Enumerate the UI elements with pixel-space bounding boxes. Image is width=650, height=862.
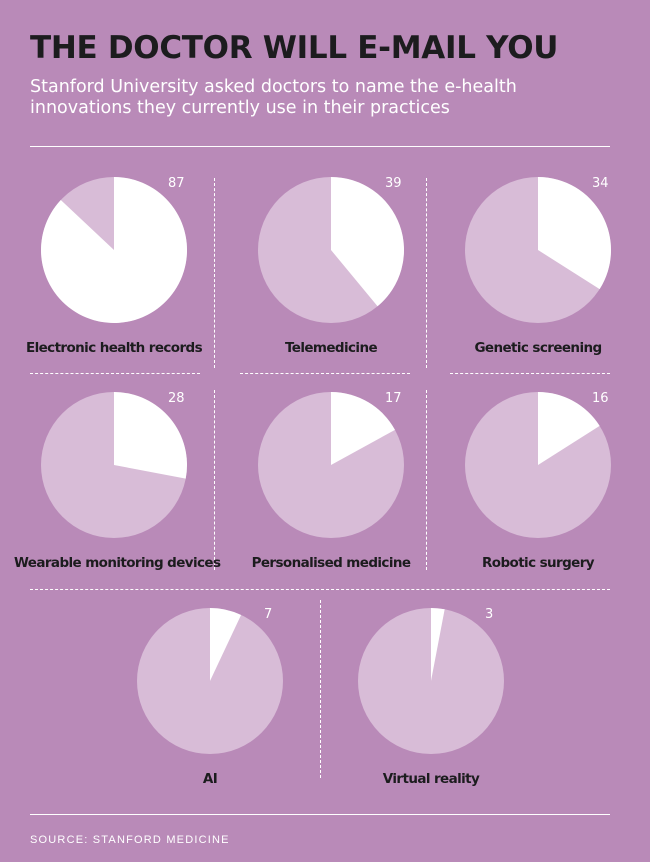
pie-value-slice — [331, 177, 405, 307]
pie-value-label: 17 — [385, 391, 402, 406]
pie-chart-1: 87 Electronic health records — [14, 176, 214, 366]
pie-value-slice — [431, 608, 445, 681]
pie-value-slice — [41, 177, 188, 323]
pie-chart-2: 39 Telemedicine — [231, 176, 431, 366]
pie-value-slice — [538, 177, 612, 290]
pie-value-label: 16 — [592, 391, 609, 406]
pie-category-label: Virtual reality — [382, 771, 480, 787]
pie-chart-6: 16 Robotic surgery — [438, 391, 638, 581]
column-divider — [426, 178, 427, 368]
pie-svg — [137, 608, 283, 754]
pie-svg — [41, 177, 188, 323]
pie-chart-5: 17 Personalised medicine — [231, 391, 431, 581]
pie-category-label: Electronic health records — [25, 340, 203, 356]
pie-value-label: 3 — [485, 607, 494, 622]
pie-chart-4: 28 Wearable monitoring devices — [14, 391, 221, 581]
row-divider — [30, 589, 610, 590]
pie-category-label: Wearable monitoring devices — [14, 555, 221, 571]
pie-category-label: Telemedicine — [284, 340, 378, 356]
column-divider — [426, 390, 427, 570]
row-divider — [450, 373, 610, 374]
pie-value-slice — [331, 392, 395, 465]
pie-value-label: 28 — [168, 391, 185, 406]
pie-value-slice — [114, 392, 188, 479]
source-note: SOURCE: STANFORD MEDICINE — [30, 834, 230, 846]
pie-category-label: Genetic screening — [474, 340, 602, 356]
pie-svg — [41, 392, 188, 538]
pie-value-label: 39 — [385, 176, 402, 191]
page-subtitle: Stanford University asked doctors to nam… — [30, 77, 517, 118]
pie-value-slice — [210, 608, 242, 681]
top-divider — [30, 146, 610, 147]
pie-value-label: 87 — [168, 176, 185, 191]
column-divider — [320, 600, 321, 778]
pie-category-label: Robotic surgery — [482, 555, 595, 571]
pie-svg — [465, 392, 611, 538]
pie-value-label: 34 — [592, 176, 609, 191]
pie-chart-8: 3 Virtual reality — [331, 607, 531, 797]
column-divider — [214, 178, 215, 368]
column-divider — [214, 390, 215, 570]
row-divider — [240, 373, 410, 374]
pie-svg — [358, 608, 504, 754]
pie-svg — [258, 392, 404, 538]
pie-category-label: Personalised medicine — [251, 555, 411, 571]
bottom-divider — [30, 814, 610, 815]
page-title: THE DOCTOR WILL E-MAIL YOU — [30, 30, 559, 66]
pie-svg — [465, 177, 612, 323]
row-divider — [30, 373, 200, 374]
pie-chart-7: 7 AI — [110, 607, 310, 797]
pie-chart-3: 34 Genetic screening — [438, 176, 638, 366]
pie-category-label: AI — [202, 771, 218, 787]
pie-svg — [258, 177, 405, 323]
pie-value-slice — [538, 392, 600, 465]
pie-value-label: 7 — [264, 607, 273, 622]
